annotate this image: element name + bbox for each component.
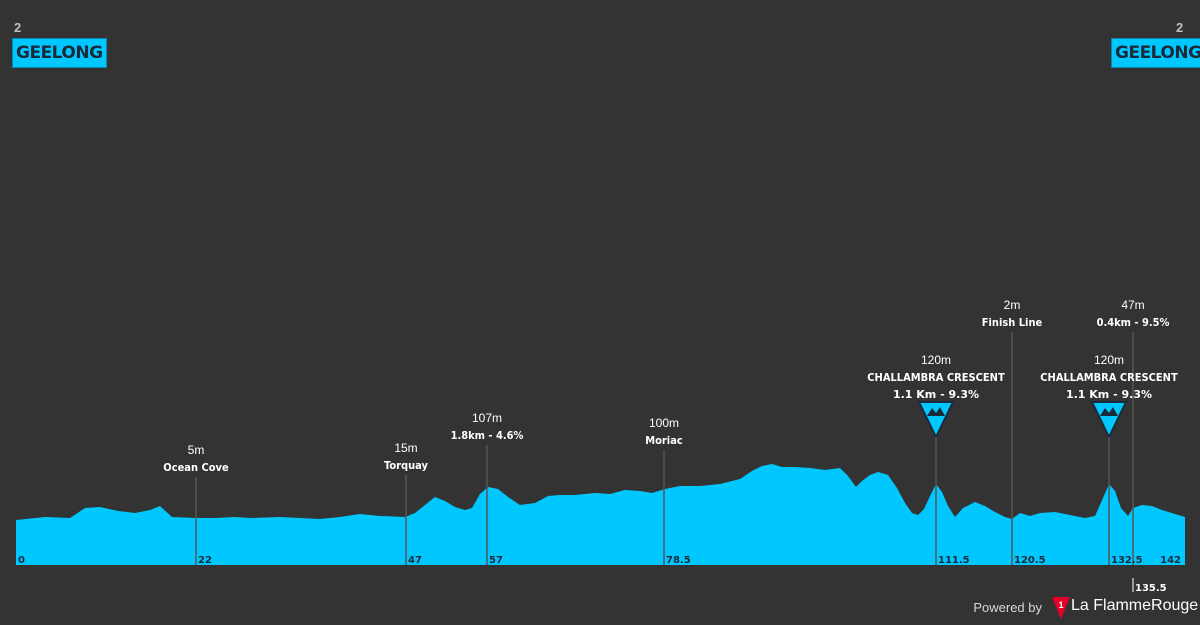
distance-label: 47 <box>408 555 422 566</box>
distance-label: 57 <box>489 555 503 566</box>
distance-label: 111.5 <box>938 555 970 566</box>
flamme-rouge-logo-icon: 1 <box>1052 597 1070 624</box>
waypoint-altitude: 100m <box>649 416 679 430</box>
waypoint-name: Moriac <box>645 434 683 447</box>
distance-label: 132.5 <box>1111 555 1143 566</box>
waypoint-name: 1.8km - 4.6% <box>451 429 524 442</box>
distance-label: 22 <box>198 555 212 566</box>
waypoint-name: Finish Line <box>982 316 1043 329</box>
waypoint-altitude: 120m <box>1094 353 1124 367</box>
powered-by-label: Powered by <box>973 600 1042 615</box>
start-city-label: GEELONG <box>12 38 107 68</box>
distance-label: 142 <box>1160 555 1181 566</box>
waypoint-altitude: 15m <box>394 441 417 455</box>
waypoint-climb-detail: 1.1 Km - 9.3% <box>1066 388 1152 401</box>
finish-city-label: GEELONG <box>1111 38 1200 68</box>
waypoint-name: Torquay <box>384 459 428 472</box>
brand-name: La FlammeRouge <box>1071 597 1199 614</box>
waypoint-climb-detail: 1.1 Km - 9.3% <box>893 388 979 401</box>
svg-text:1: 1 <box>1058 600 1063 610</box>
waypoint-altitude: 47m <box>1121 298 1144 312</box>
distance-label: 120.5 <box>1014 555 1046 566</box>
stage-number-left: 2 <box>14 20 22 35</box>
waypoint-altitude: 2m <box>1004 298 1021 312</box>
waypoint-altitude: 5m <box>188 443 205 457</box>
waypoint-name: 0.4km - 9.5% <box>1097 316 1170 329</box>
waypoint-altitude: 107m <box>472 411 502 425</box>
waypoint-name: CHALLAMBRA CRESCENT <box>1040 371 1178 384</box>
distance-label: 0 <box>18 555 25 566</box>
waypoint-altitude: 120m <box>921 353 951 367</box>
kom-mountain-icon <box>917 401 955 440</box>
extra-distance-label: 135.5 <box>1135 583 1167 594</box>
waypoint-name: CHALLAMBRA CRESCENT <box>867 371 1005 384</box>
waypoint-name: Ocean Cove <box>163 461 229 474</box>
kom-mountain-icon <box>1090 401 1128 440</box>
distance-label: 78.5 <box>666 555 691 566</box>
elevation-area <box>16 464 1185 565</box>
stage-number-right: 2 <box>1176 20 1184 35</box>
